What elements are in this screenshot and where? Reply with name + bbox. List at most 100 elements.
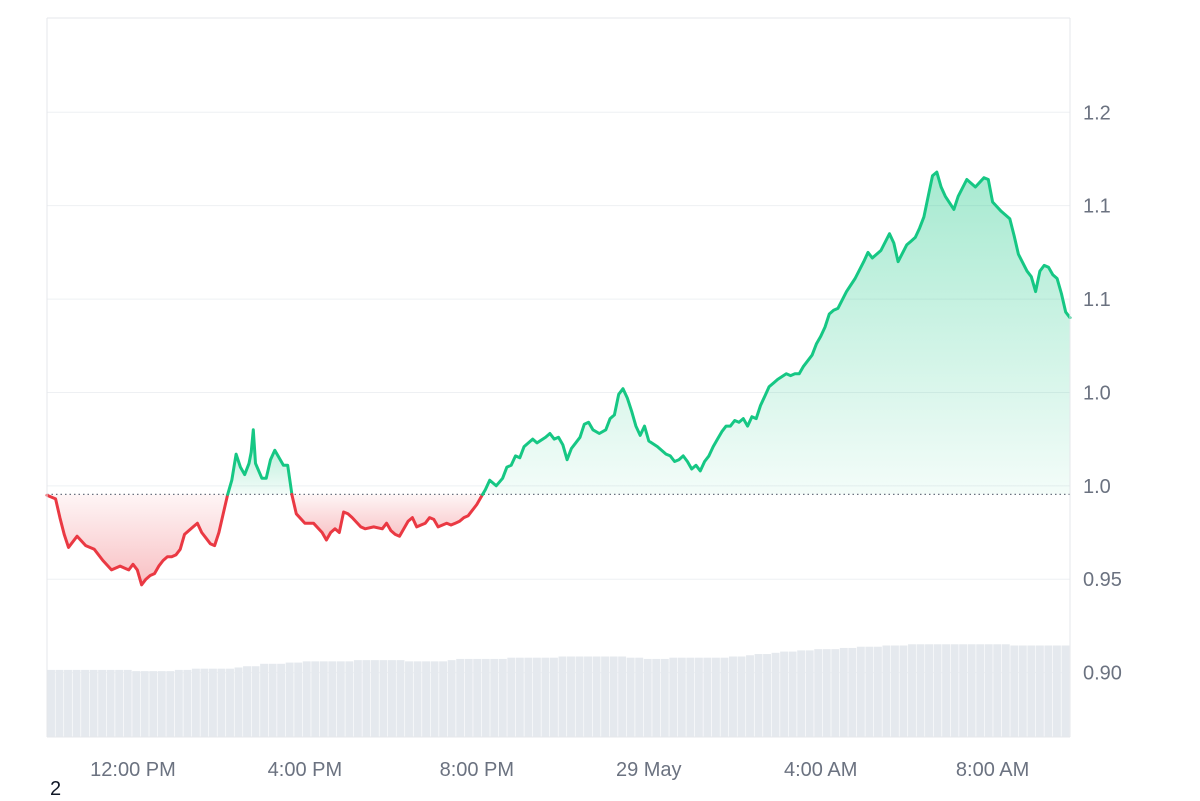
volume-bar [336,661,345,737]
volume-bar [652,658,661,737]
volume-bar [839,647,848,737]
price-line [45,170,1072,587]
volume-bar [763,654,772,737]
volume-bar [490,658,499,737]
volume-bar [515,657,524,737]
volume-bar [771,652,780,737]
volume-bar [362,660,371,737]
volume-bar [174,669,183,737]
area-above-baseline [227,429,292,495]
y-tick-label: 1.0 [1083,382,1111,404]
volume-bar [865,646,874,737]
volume-bars [47,644,1070,737]
volume-bar [422,661,431,737]
volume-bar [1001,644,1010,737]
volume-bar [405,661,413,737]
volume-bar [805,650,814,737]
volume-bar [473,658,482,737]
volume-bar [379,660,388,737]
volume-bar [106,669,115,737]
volume-bar [780,651,789,737]
volume-bar [1044,645,1053,737]
volume-bar [993,644,1002,737]
x-tick-label: 12:00 PM [90,759,176,781]
volume-bar [251,666,260,737]
volume-bar [413,661,422,737]
volume-bar [370,660,379,737]
volume-bar [976,644,985,737]
x-tick-label: 29 May [616,759,682,781]
volume-bar [302,661,311,737]
volume-bar [260,663,269,737]
volume-bar [635,657,644,737]
price-line-up [481,170,1072,496]
y-tick-label: 1.1 [1083,289,1111,311]
volume-bar [558,656,567,737]
volume-bar [950,644,959,737]
volume-bar [754,654,763,737]
volume-bar [345,661,354,737]
volume-bar [328,661,337,737]
area-below-baseline [47,494,228,585]
volume-bar [115,669,124,737]
volume-bar [575,656,584,737]
volume-bar [711,657,720,737]
volume-bar [285,662,294,737]
volume-bar [925,644,933,737]
volume-bar [908,644,916,737]
volume-bar [243,666,251,737]
volume-bar [694,657,703,737]
volume-bar [47,669,55,737]
volume-bar [498,658,507,737]
volume-bar [592,656,601,737]
volume-bar [660,658,669,737]
volume-bar [737,656,746,737]
volume-bar [123,669,132,737]
axes [46,17,1071,738]
volume-bar [200,668,209,737]
volume-bar [626,657,635,737]
x-tick-label: 4:00 PM [268,759,342,781]
volume-bar [549,657,558,737]
volume-bar [797,650,806,737]
volume-bar [643,658,652,737]
volume-bar [584,656,592,737]
volume-bar [831,649,840,737]
volume-bar [942,644,951,737]
corner-label: 2 [50,778,62,800]
volume-bar [72,669,81,737]
y-tick-label: 1.0 [1083,476,1111,498]
volume-bar [388,660,396,737]
volume-bar [916,644,925,737]
volume-bar [157,671,166,737]
volume-bar [746,655,754,737]
price-line-down [290,492,485,542]
volume-bar [703,657,712,737]
volume-bar [353,660,362,737]
x-tick-label: 8:00 PM [440,759,514,781]
volume-bar [532,657,541,737]
volume-bar [541,657,550,737]
volume-bar [64,669,72,737]
volume-bar [277,663,286,737]
volume-bar [481,658,490,737]
volume-bar [1027,645,1036,737]
volume-bar [132,671,141,737]
y-tick-label: 1.1 [1083,196,1111,218]
x-tick-label: 8:00 AM [956,759,1029,781]
volume-bar [567,656,575,737]
volume-bar [873,646,882,737]
volume-bar [149,671,158,737]
volume-bar [933,644,942,737]
y-tick-label: 0.95 [1083,569,1122,591]
volume-bar [1061,645,1070,737]
x-axis-ticks: 12:00 PM 4:00 PM 8:00 PM 29 May 4:00 AM 8:00 … [90,759,1029,781]
volume-bar [226,668,234,737]
volume-bar [1035,645,1044,737]
volume-bar [1052,645,1061,737]
volume-bar [191,668,200,737]
y-tick-label: 1.2 [1083,102,1111,124]
volume-bar [507,657,516,737]
volume-bar [447,660,456,737]
